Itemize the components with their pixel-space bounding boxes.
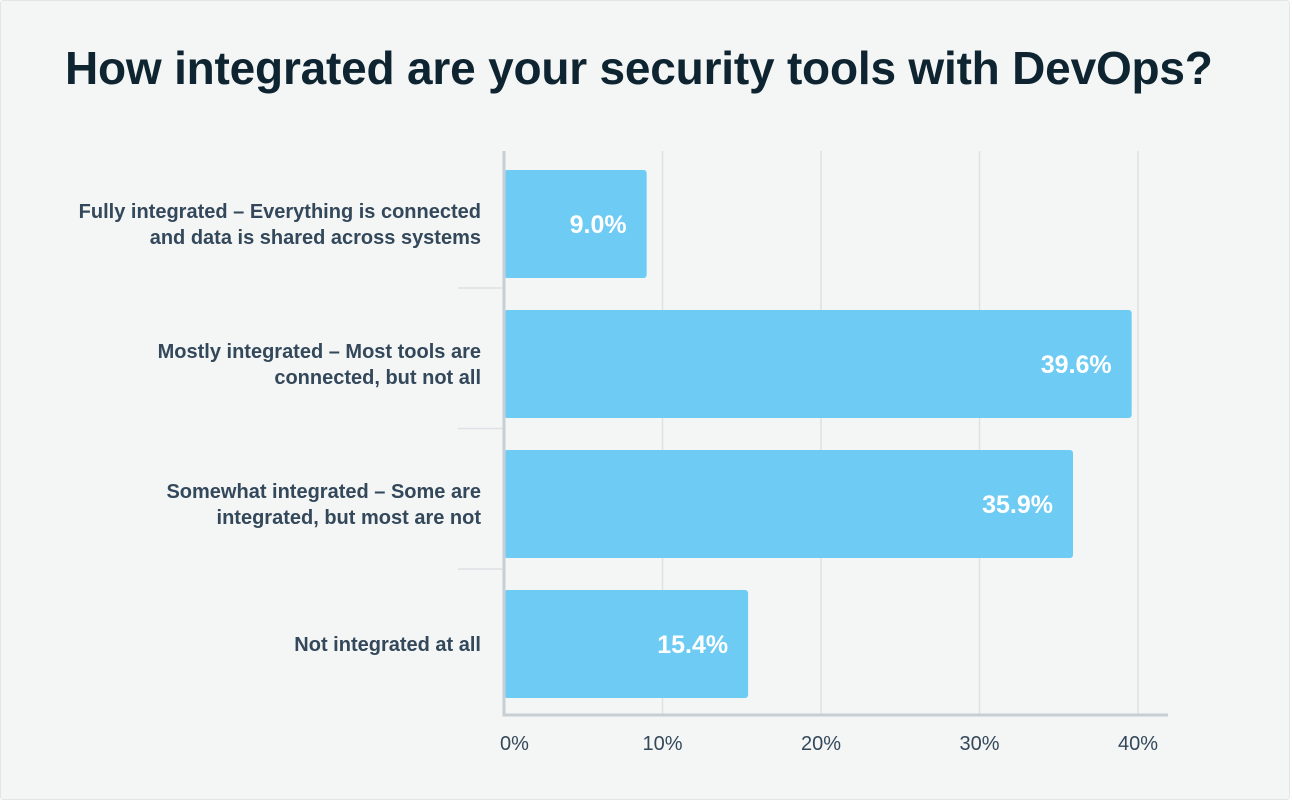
bar-value-label: 39.6% xyxy=(1041,351,1112,379)
category-label: Not integrated at all xyxy=(294,634,481,656)
bar-value-label: 35.9% xyxy=(982,491,1053,519)
category-label: Mostly integrated – Most tools are connec… xyxy=(158,341,481,389)
category-label-line: integrated, but most are not xyxy=(217,507,482,529)
category-label: Somewhat integrated – Some are integrated… xyxy=(166,481,481,529)
x-tick-label: 20% xyxy=(801,733,841,755)
x-tick-label: 10% xyxy=(642,733,682,755)
category-label-line: Mostly integrated – Most tools are xyxy=(158,341,481,363)
category-label-line: Somewhat integrated – Some are xyxy=(166,481,481,503)
x-tick-label: 30% xyxy=(959,733,999,755)
bar xyxy=(504,310,1132,418)
bar-value-label: 9.0% xyxy=(570,211,627,239)
category-label-line: Fully integrated – Everything is connect… xyxy=(79,201,481,223)
category-label-line: connected, but not all xyxy=(274,367,481,389)
x-tick-label: 0% xyxy=(500,733,529,755)
category-label: Fully integrated – Everything is connect… xyxy=(79,201,481,249)
bar-value-label: 15.4% xyxy=(657,631,728,659)
category-label-line: Not integrated at all xyxy=(294,634,481,656)
bar xyxy=(504,170,647,278)
category-label-line: and data is shared across systems xyxy=(150,227,481,249)
bar xyxy=(504,590,749,698)
x-tick-label: 40% xyxy=(1118,733,1158,755)
chart-title: How integrated are your security tools w… xyxy=(65,42,1213,94)
bar xyxy=(504,450,1074,558)
